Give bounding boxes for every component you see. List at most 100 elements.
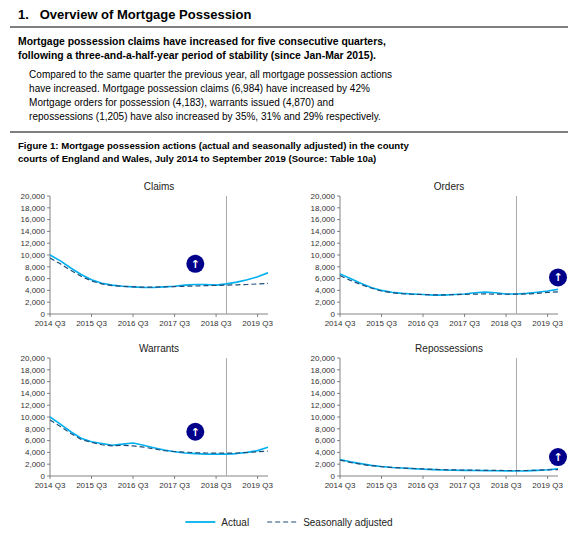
body-text: Mortgage orders for possession (4,183), … bbox=[18, 97, 334, 108]
y-tick bbox=[47, 314, 50, 315]
y-tick bbox=[337, 452, 340, 453]
x-tick-label: 2018 Q3 bbox=[201, 481, 232, 490]
y-tick bbox=[337, 302, 340, 303]
y-tick-label: 12,000 bbox=[21, 401, 46, 410]
annotation-text: ↑ bbox=[191, 258, 200, 271]
y-tick bbox=[47, 278, 50, 279]
x-tick bbox=[423, 314, 424, 317]
x-tick bbox=[133, 314, 134, 317]
x-tick-label: 2015 Q3 bbox=[366, 319, 397, 328]
x-tick bbox=[547, 314, 548, 317]
y-tick-label: 16,000 bbox=[21, 377, 46, 386]
x-tick-label: 2015 Q3 bbox=[366, 481, 397, 490]
x-tick-label: 2016 Q3 bbox=[118, 481, 149, 490]
y-tick bbox=[337, 464, 340, 465]
x-tick bbox=[91, 314, 92, 317]
x-tick-label: 2019 Q3 bbox=[532, 481, 563, 490]
x-axis bbox=[50, 314, 268, 315]
y-tick-label: 2,000 bbox=[25, 460, 46, 469]
y-tick bbox=[47, 231, 50, 232]
annotation-marker bbox=[186, 255, 204, 273]
x-tick bbox=[381, 314, 382, 317]
y-tick bbox=[337, 314, 340, 315]
x-tick bbox=[50, 476, 51, 479]
y-tick bbox=[47, 381, 50, 382]
y-tick-label: 14,000 bbox=[311, 389, 336, 398]
lead-text: following a three-and-a-half-year period… bbox=[18, 50, 376, 61]
y-tick-label: 18,000 bbox=[311, 204, 336, 213]
x-tick-label: 2017 Q3 bbox=[449, 319, 480, 328]
panel: Repossessions02,0004,0006,0008,00010,000… bbox=[311, 343, 567, 490]
y-tick bbox=[337, 440, 340, 441]
y-tick bbox=[47, 452, 50, 453]
y-tick-label: 8,000 bbox=[315, 263, 336, 272]
legend-swatch bbox=[185, 521, 215, 523]
y-tick bbox=[337, 428, 340, 429]
y-tick bbox=[337, 405, 340, 406]
x-tick bbox=[50, 314, 51, 317]
y-tick-label: 14,000 bbox=[311, 227, 336, 236]
x-tick bbox=[340, 476, 341, 479]
y-tick bbox=[47, 393, 50, 394]
y-tick-label: 0 bbox=[41, 472, 46, 481]
y-tick-label: 16,000 bbox=[21, 215, 46, 224]
y-tick-label: 8,000 bbox=[25, 263, 46, 272]
y-tick bbox=[337, 393, 340, 394]
y-tick bbox=[337, 266, 340, 267]
y-tick-label: 20,000 bbox=[311, 354, 336, 363]
y-tick-label: 4,000 bbox=[315, 448, 336, 457]
y-tick-label: 2,000 bbox=[25, 298, 46, 307]
y-tick-label: 0 bbox=[41, 310, 46, 319]
x-tick bbox=[257, 476, 258, 479]
y-tick bbox=[337, 243, 340, 244]
y-tick bbox=[337, 476, 340, 477]
chart-title: Repossessions bbox=[415, 343, 483, 354]
x-tick-label: 2018 Q3 bbox=[201, 319, 232, 328]
y-axis bbox=[340, 358, 341, 476]
y-tick bbox=[47, 440, 50, 441]
x-tick bbox=[381, 476, 382, 479]
x-tick bbox=[174, 476, 175, 479]
series-line bbox=[50, 258, 268, 287]
x-tick bbox=[216, 314, 217, 317]
page: 1. Overview of Mortgage PossessionMortga… bbox=[0, 0, 578, 534]
x-tick-label: 2019 Q3 bbox=[242, 481, 273, 490]
x-tick bbox=[133, 476, 134, 479]
plot-area bbox=[340, 358, 558, 476]
y-tick bbox=[47, 219, 50, 220]
caption: courts of England and Wales, July 2014 t… bbox=[18, 153, 376, 164]
series-line bbox=[340, 274, 558, 295]
x-tick bbox=[506, 476, 507, 479]
series-line bbox=[340, 459, 558, 470]
x-axis bbox=[340, 314, 558, 315]
x-axis bbox=[340, 476, 558, 477]
series-line bbox=[50, 417, 268, 454]
x-tick-label: 2014 Q3 bbox=[35, 319, 66, 328]
x-tick-label: 2016 Q3 bbox=[118, 319, 149, 328]
chart-title: Claims bbox=[144, 181, 175, 192]
annotation-marker bbox=[549, 448, 567, 466]
y-tick bbox=[47, 290, 50, 291]
y-tick bbox=[337, 255, 340, 256]
caption: Figure 1: Mortgage possession actions (a… bbox=[18, 140, 409, 151]
reference-line bbox=[226, 358, 227, 476]
y-tick bbox=[47, 243, 50, 244]
y-tick-label: 12,000 bbox=[21, 239, 46, 248]
y-tick-label: 20,000 bbox=[21, 354, 46, 363]
y-axis bbox=[340, 196, 341, 314]
x-tick-label: 2017 Q3 bbox=[159, 319, 190, 328]
x-tick-label: 2014 Q3 bbox=[325, 481, 356, 490]
y-tick-label: 8,000 bbox=[25, 425, 46, 434]
panel: Orders02,0004,0006,0008,00010,00012,0001… bbox=[311, 181, 567, 328]
y-tick bbox=[337, 219, 340, 220]
y-tick-label: 18,000 bbox=[311, 366, 336, 375]
y-tick-label: 10,000 bbox=[21, 251, 46, 260]
legend: ActualSeasonally adjusted bbox=[185, 517, 392, 528]
y-tick-label: 6,000 bbox=[25, 436, 46, 445]
y-tick bbox=[47, 207, 50, 208]
y-tick bbox=[337, 417, 340, 418]
y-tick-label: 10,000 bbox=[21, 413, 46, 422]
reference-line bbox=[226, 196, 227, 314]
plot-area bbox=[50, 358, 268, 476]
series-line bbox=[50, 255, 268, 287]
